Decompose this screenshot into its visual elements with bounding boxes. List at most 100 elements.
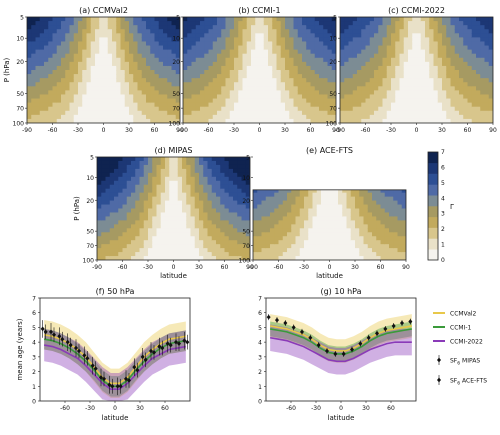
heatmap-cell	[195, 244, 200, 249]
heatmap-cell	[395, 58, 400, 63]
heatmap-cell	[266, 224, 271, 229]
heatmap-cell	[142, 33, 147, 38]
heatmap-cell	[104, 90, 109, 95]
heatmap-cell	[229, 181, 234, 186]
heatmap-cell	[366, 17, 371, 22]
heatmap-cell	[172, 74, 177, 79]
heatmap-cell	[172, 66, 177, 71]
heatmap-cell	[400, 82, 405, 87]
heatmap-cell	[118, 252, 123, 257]
heatmap-cell	[172, 70, 177, 75]
heatmap-cell	[118, 181, 123, 186]
heatmap-cell	[287, 161, 292, 166]
heatmap-cell	[167, 103, 172, 108]
heatmap-cell	[200, 41, 205, 46]
heatmap-cell	[393, 212, 398, 217]
heatmap-cell	[342, 185, 347, 190]
heatmap-cell	[355, 197, 360, 202]
heatmap-cell	[338, 189, 343, 194]
heatmap-cell	[44, 37, 49, 42]
heatmap-cell	[253, 232, 258, 237]
heatmap-cell	[255, 99, 260, 104]
heatmap-cell	[338, 177, 343, 182]
heatmap-cell	[61, 46, 66, 51]
heatmap-cell	[262, 173, 267, 178]
heatmap-cell	[53, 99, 58, 104]
heatmap-cell	[104, 33, 109, 38]
y-tick-label: 0	[32, 399, 36, 406]
heatmap-cell	[334, 236, 339, 241]
heatmap-cell	[442, 111, 447, 116]
heatmap-cell	[264, 25, 269, 30]
heatmap-cell	[178, 232, 183, 237]
heatmap-cell	[313, 209, 318, 214]
heatmap-cell	[429, 29, 434, 34]
heatmap-cell	[97, 232, 102, 237]
heatmap-cell	[97, 228, 102, 233]
heatmap-cell	[116, 41, 121, 46]
heatmap-cell	[155, 107, 160, 112]
heatmap-cell	[199, 220, 204, 225]
heatmap-cell	[138, 90, 143, 95]
heatmap-cell	[325, 181, 330, 186]
heatmap-cell	[53, 21, 58, 26]
heatmap-cell	[172, 99, 177, 104]
heatmap-cell	[364, 193, 369, 198]
heatmap-cell	[108, 94, 113, 99]
heatmap-cell	[260, 25, 265, 30]
heatmap-cell	[289, 62, 294, 67]
heatmap-cell	[455, 74, 460, 79]
heatmap-cell	[330, 244, 335, 249]
heatmap-cell	[283, 169, 288, 174]
heatmap-cell	[404, 50, 409, 55]
heatmap-cell	[199, 236, 204, 241]
heatmap-cell	[127, 216, 132, 221]
heatmap-cell	[342, 177, 347, 182]
heatmap-cell	[364, 173, 369, 178]
heatmap-cell	[289, 46, 294, 51]
heatmap-cell	[313, 181, 318, 186]
heatmap-cell	[183, 62, 188, 67]
heatmap-cell	[272, 103, 277, 108]
heatmap-cell	[255, 103, 260, 108]
x-tick-label: 30	[351, 264, 359, 271]
heatmap-cell	[262, 252, 267, 257]
heatmap-cell	[195, 165, 200, 170]
heatmap-cell	[404, 82, 409, 87]
heatmap-cell	[192, 17, 197, 22]
heatmap-cell	[216, 216, 221, 221]
heatmap-cell	[106, 209, 111, 214]
heatmap-cell	[226, 90, 231, 95]
heatmap-cell	[82, 90, 87, 95]
heatmap-cell	[135, 240, 140, 245]
heatmap-cell	[353, 58, 358, 63]
heatmap-cell	[127, 232, 132, 237]
heatmap-cell	[351, 161, 356, 166]
x-tick-label: 90	[489, 127, 497, 134]
heatmap-cell	[302, 82, 307, 87]
heatmap-cell	[192, 21, 197, 26]
heatmap-cell	[400, 94, 405, 99]
heatmap-cell	[238, 103, 243, 108]
heatmap-cell	[421, 82, 426, 87]
heatmap-cell	[268, 37, 273, 42]
heatmap-cell	[97, 212, 102, 217]
heatmap-cell	[99, 33, 104, 38]
heatmap-cell	[372, 248, 377, 253]
heatmap-cell	[48, 99, 53, 104]
heatmap-cell	[212, 224, 217, 229]
heatmap-cell	[485, 103, 490, 108]
heatmap-cell	[429, 99, 434, 104]
heatmap-cell	[27, 41, 32, 46]
heatmap-cell	[289, 37, 294, 42]
heatmap-cell	[44, 86, 49, 91]
heatmap-cell	[374, 82, 379, 87]
heatmap-cell	[334, 185, 339, 190]
heatmap-cell	[146, 66, 151, 71]
heatmap-cell	[319, 115, 324, 120]
heatmap-cell	[237, 157, 242, 162]
heatmap-cell	[378, 54, 383, 59]
heatmap-cell	[65, 17, 70, 22]
heatmap-cell	[262, 228, 267, 233]
